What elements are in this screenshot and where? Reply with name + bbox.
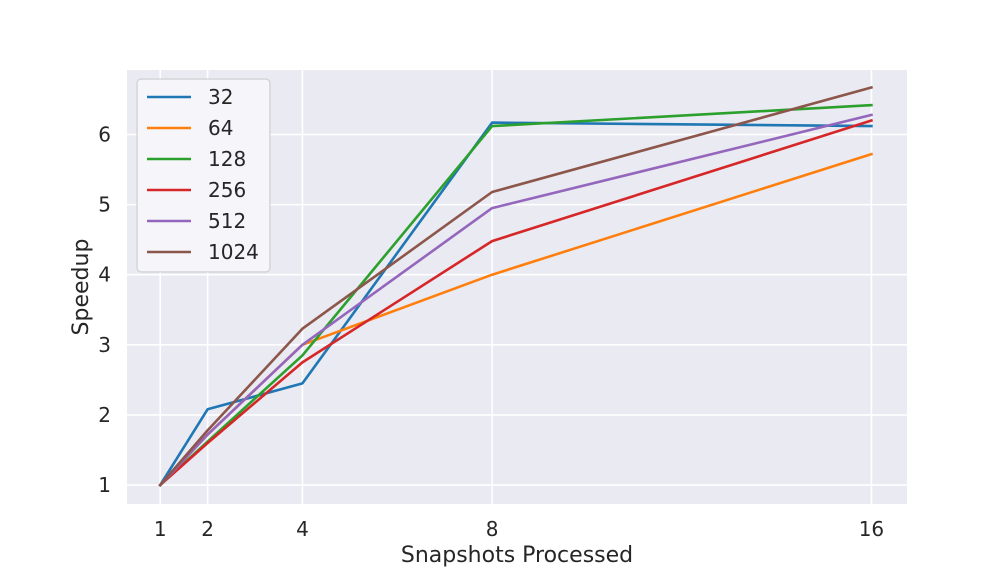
- legend-label: 32: [208, 85, 233, 109]
- legend-label: 64: [208, 116, 233, 140]
- x-axis-ticks: 1 2 4 8 16: [154, 517, 884, 541]
- series-line-1024: [158, 85, 873, 487]
- series-line-32: [158, 121, 873, 487]
- y-tick-label: 3: [98, 333, 111, 357]
- y-axis-label: Speedup: [69, 239, 94, 336]
- y-tick-label: 2: [98, 403, 111, 427]
- legend-label: 1024: [208, 240, 259, 264]
- x-tick-label: 1: [154, 517, 167, 541]
- legend-label: 512: [208, 209, 246, 233]
- x-tick-label: 16: [859, 517, 884, 541]
- grid-lines: [127, 70, 907, 504]
- legend: 32 64 128 256 512 1024: [136, 78, 271, 273]
- x-axis-label: Snapshots Processed: [401, 543, 633, 568]
- x-tick-label: 8: [486, 517, 499, 541]
- y-tick-label: 5: [98, 193, 111, 217]
- series-line-512: [158, 113, 873, 487]
- y-tick-label: 6: [98, 123, 111, 147]
- x-tick-label: 2: [201, 517, 214, 541]
- legend-label: 128: [208, 147, 246, 171]
- y-tick-label: 1: [98, 473, 111, 497]
- series-lines: [158, 85, 874, 487]
- y-axis-ticks: 1 2 3 4 5 6: [98, 123, 111, 498]
- series-line-256: [158, 118, 874, 487]
- legend-label: 256: [208, 178, 246, 202]
- y-tick-label: 4: [98, 263, 111, 287]
- x-tick-label: 4: [296, 517, 309, 541]
